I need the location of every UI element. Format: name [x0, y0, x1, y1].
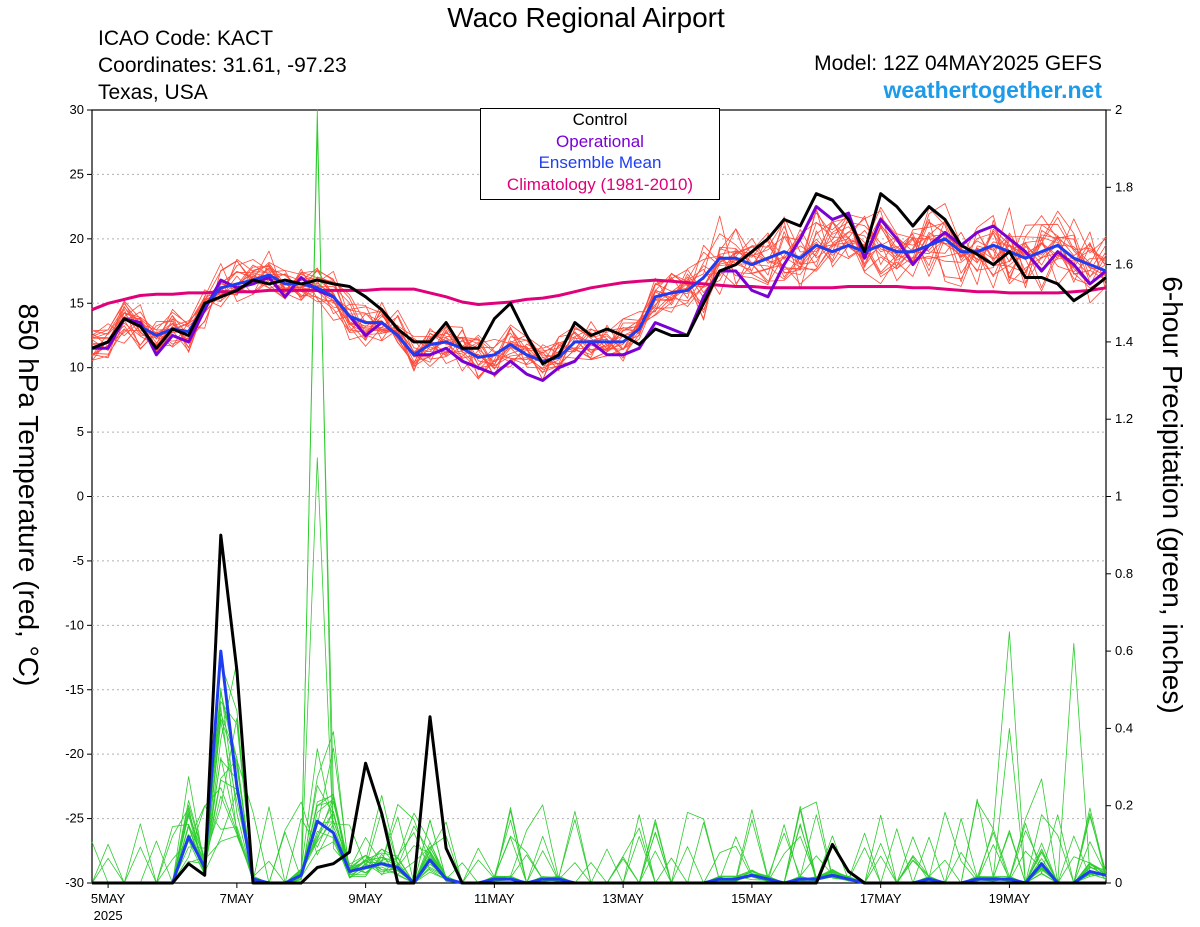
legend-ensemble-mean: Ensemble Mean: [538, 153, 662, 172]
x-year-label: 2025: [94, 908, 123, 923]
precip-control-line: [92, 533, 1106, 885]
y-tick-label-left: -10: [65, 617, 84, 632]
coordinates: Coordinates: 31.61, -97.23: [98, 54, 347, 77]
precip-member-line: [92, 713, 1107, 884]
y-tick-label-left: 25: [70, 166, 84, 181]
brand-link[interactable]: weathertogether.net: [883, 77, 1102, 103]
precip-member-line: [91, 717, 1107, 884]
icao-code: ICAO Code: KACT: [98, 27, 274, 50]
y-tick-label-right: 0.6: [1115, 643, 1133, 658]
y-tick-label-left: 20: [70, 231, 84, 246]
y-tick-label-right: 1: [1115, 489, 1122, 504]
control-line: [91, 192, 1107, 366]
legend-control: Control: [572, 110, 628, 129]
temp-member-line: [91, 215, 1107, 361]
y-tick-label-right: 0.2: [1115, 798, 1133, 813]
climatology-line: [91, 278, 1107, 312]
temp-member-line: [91, 216, 1107, 367]
x-tick-label: 5MAY: [91, 891, 126, 906]
y-tick-label-left: 10: [70, 360, 84, 375]
region-label: Texas, USA: [98, 81, 208, 104]
y-tick-label-left: 5: [77, 424, 84, 439]
legend: Control Operational Ensemble Mean Climat…: [480, 108, 720, 200]
y-tick-label-right: 1.8: [1115, 179, 1133, 194]
y-tick-label-left: 0: [77, 489, 84, 504]
y-tick-label-right: 2: [1115, 102, 1122, 117]
y-tick-label-left: 15: [70, 295, 84, 310]
x-tick-label: 17MAY: [860, 891, 902, 906]
x-tick-label: 7MAY: [220, 891, 255, 906]
ensemble-mean-line: [91, 237, 1107, 363]
y-tick-label-left: -15: [65, 682, 84, 697]
y-tick-label-right: 1.2: [1115, 411, 1133, 426]
x-tick-label: 15MAY: [731, 891, 773, 906]
precip-member-line: [91, 718, 1107, 884]
model-label: Model: 12Z 04MAY2025 GEFS: [814, 52, 1102, 75]
y-tick-label-left: -25: [65, 811, 84, 826]
y-tick-label-left: 30: [70, 102, 84, 117]
x-tick-label: 13MAY: [602, 891, 644, 906]
y-tick-label-right: 0.8: [1115, 566, 1133, 581]
y-tick-label-right: 1.6: [1115, 257, 1133, 272]
temp-member-line: [91, 223, 1107, 373]
x-tick-label: 19MAY: [989, 891, 1031, 906]
y-tick-label-left: -5: [72, 553, 84, 568]
y-tick-label-left: -30: [65, 875, 84, 890]
legend-operational: Operational: [556, 131, 644, 151]
chart-title: Waco Regional Airport: [447, 2, 725, 33]
legend-climatology: Climatology (1981-2010): [506, 174, 694, 194]
y-tick-label-left: -20: [65, 746, 84, 761]
x-tick-label: 11MAY: [474, 891, 515, 906]
x-tick-label: 9MAY: [348, 891, 383, 906]
y-tick-label-right: 0: [1115, 875, 1122, 890]
y-tick-label-right: 1.4: [1115, 334, 1133, 349]
y-tick-label-right: 0.4: [1115, 720, 1133, 735]
temp-member-line: [91, 222, 1107, 372]
